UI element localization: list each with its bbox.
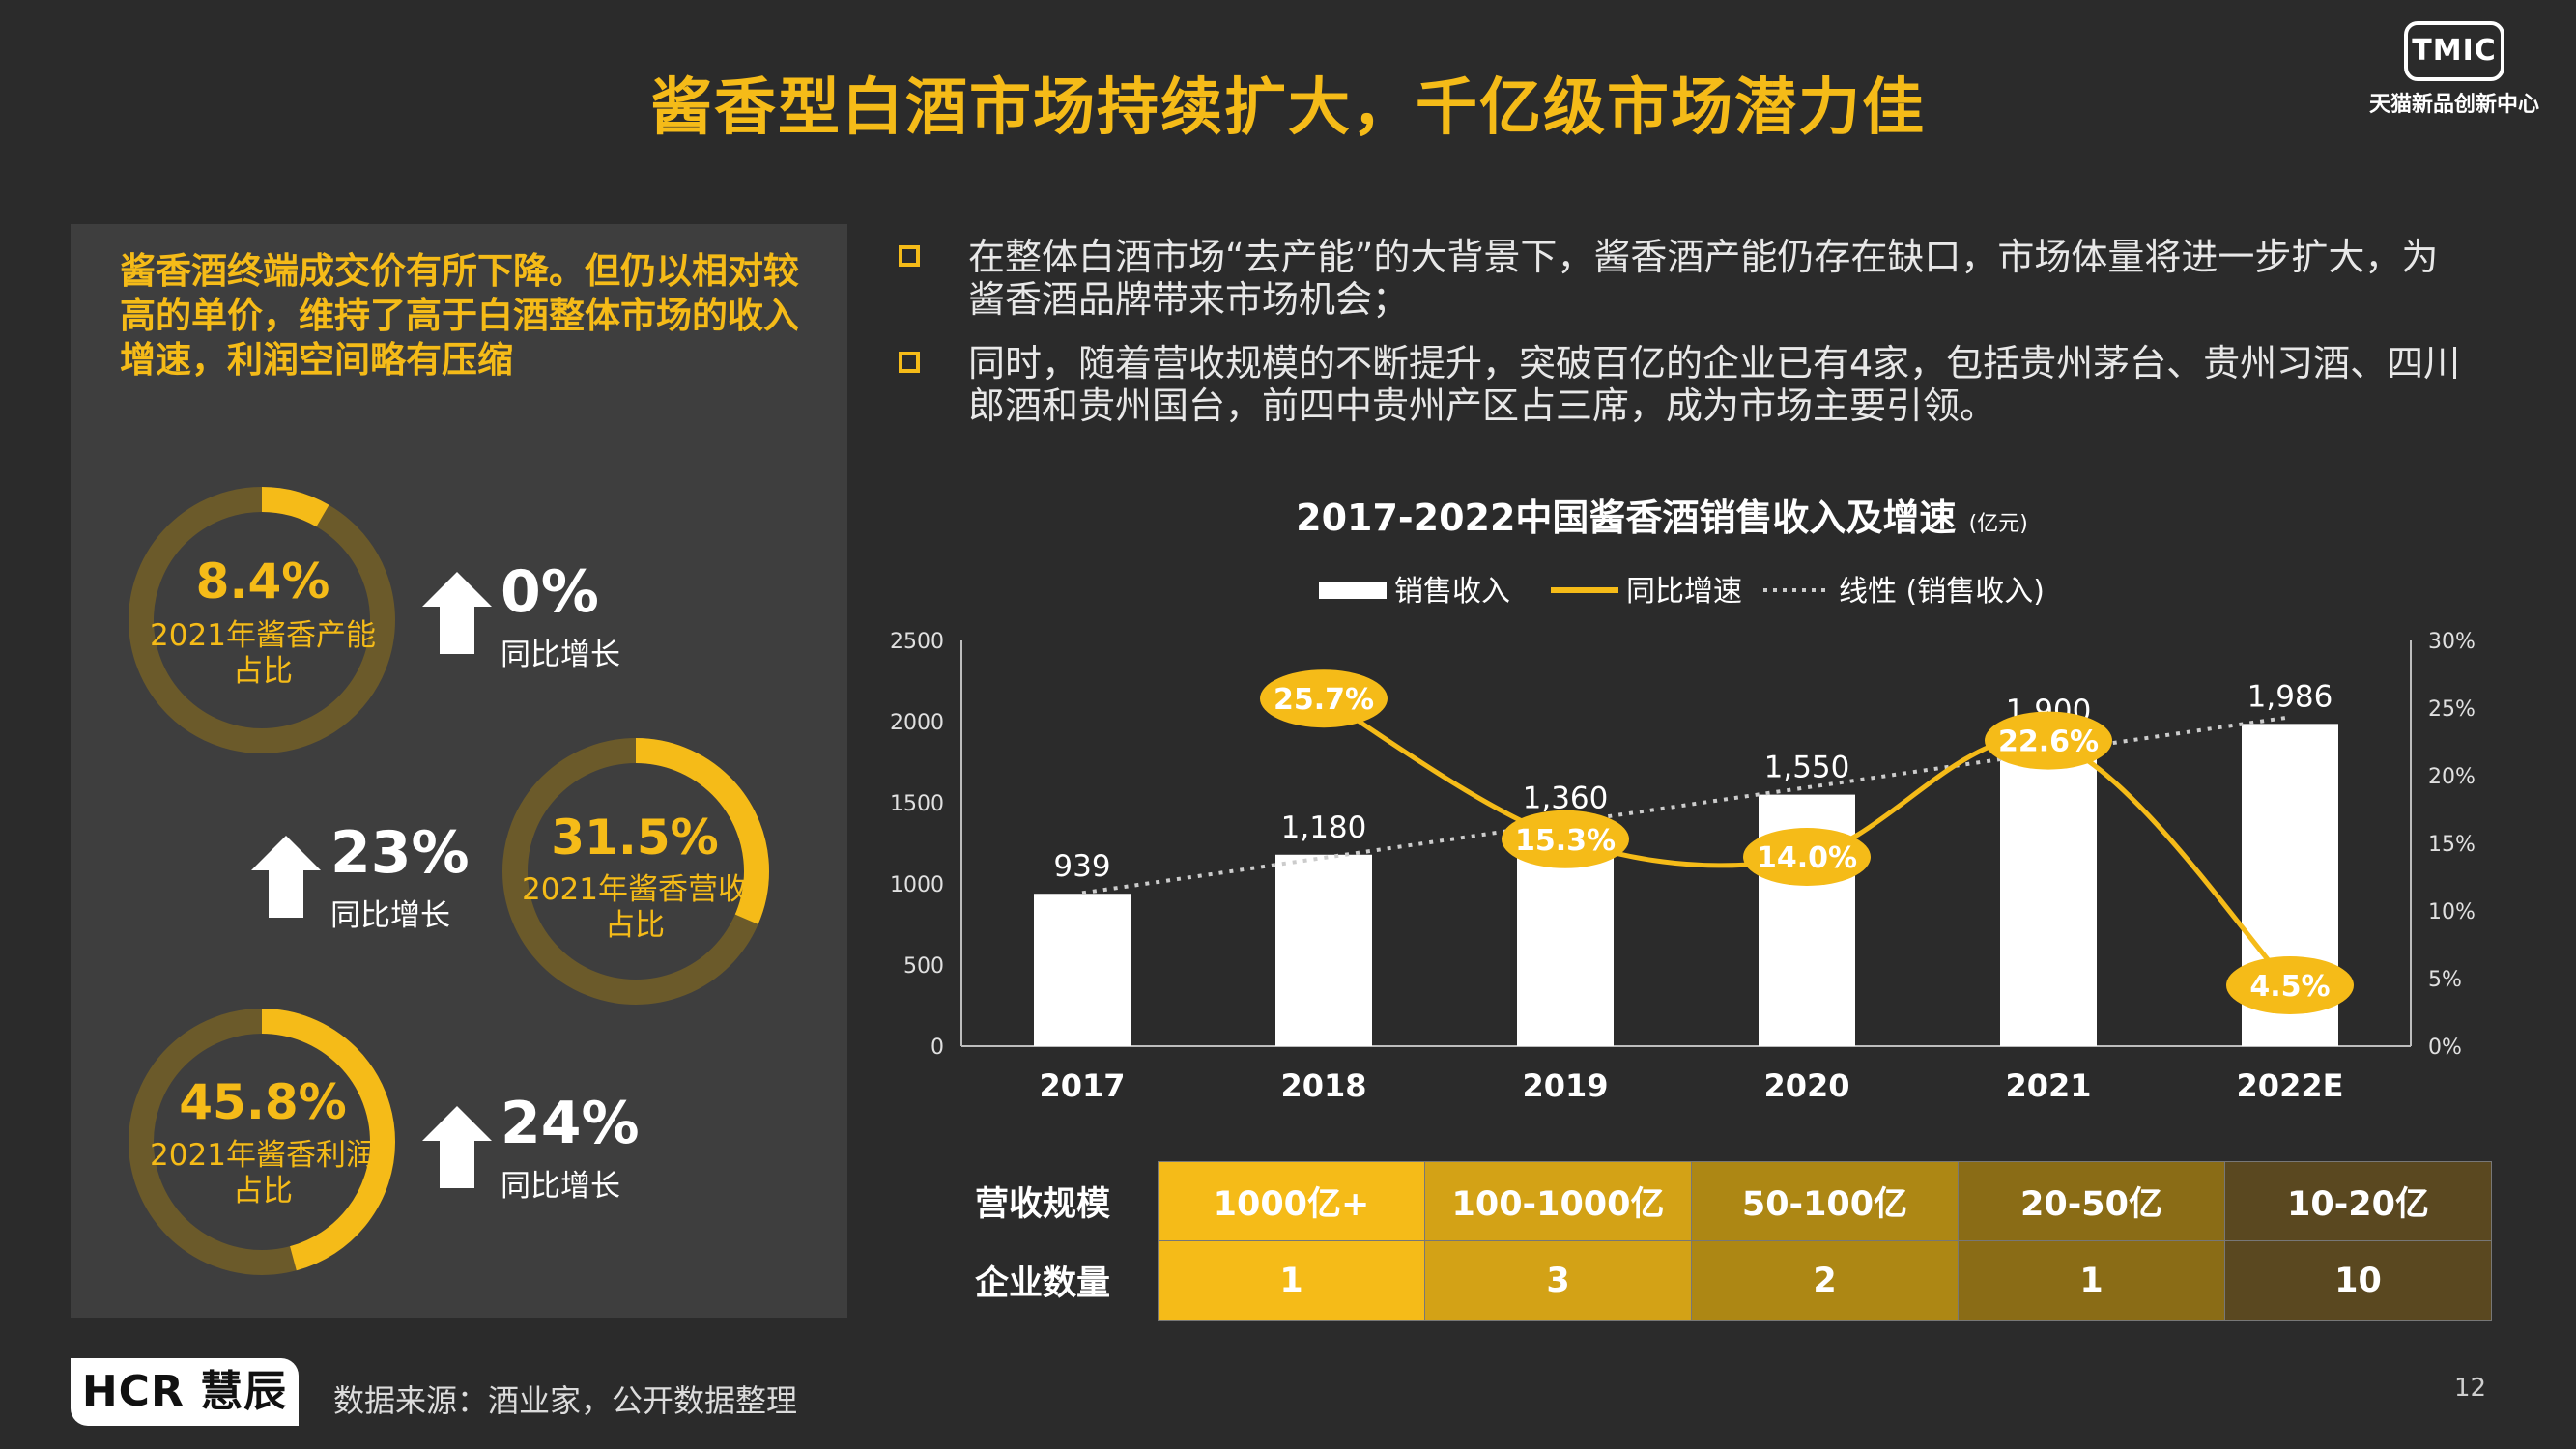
- page-number: 12: [2454, 1374, 2487, 1403]
- y-tick-left: 2500: [890, 630, 944, 654]
- ring-progress: [129, 487, 395, 753]
- y-tick-right: 10%: [2428, 900, 2476, 924]
- bullet-item: 在整体白酒市场“去产能”的大背景下，酱香酒产能仍存在缺口，市场体量将进一步扩大，…: [899, 236, 2464, 321]
- growth-value-label: 22.6%: [1998, 725, 2099, 759]
- y-tick-right: 0%: [2428, 1036, 2462, 1060]
- bar-value-label: 1,550: [1764, 751, 1850, 785]
- growth-value-label: 4.5%: [2249, 970, 2330, 1004]
- legend-label: 同比增速: [1626, 575, 1742, 609]
- y-tick-right: 20%: [2428, 765, 2476, 789]
- range-cell: 50-100亿: [1691, 1161, 1959, 1241]
- growth-point: [1743, 828, 1871, 886]
- y-tick-left: 1000: [890, 873, 944, 897]
- bar-value-label: 939: [1053, 849, 1110, 884]
- stat-label-profit-growth: 同比增长: [501, 1169, 620, 1204]
- bar: [1275, 854, 1372, 1046]
- ring-label-capacity: 2021年酱香产能占比: [150, 618, 376, 689]
- growth-point: [1502, 810, 1629, 868]
- hcr-logo: HCR 慧辰: [71, 1358, 299, 1426]
- ring-progress: [502, 738, 769, 1005]
- range-cell: 100-1000亿: [1424, 1161, 1692, 1241]
- stat-value-revenue-growth: 23%: [330, 819, 470, 887]
- growth-point: [2226, 956, 2354, 1014]
- chart-title-text: 2017-2022中国酱香酒销售收入及增速: [1296, 497, 1957, 539]
- page-title: 酱香型白酒市场持续扩大，千亿级市场潜力佳: [650, 72, 1926, 144]
- up-arrow-icon: [422, 572, 492, 654]
- tmic-logo-mark: TMIC: [2404, 21, 2504, 81]
- bar-value-label: 1,360: [1523, 781, 1609, 816]
- y-tick-right: 5%: [2428, 968, 2462, 992]
- left-panel-title: 酱香酒终端成交价有所下降。但仍以相对较高的单价，维持了高于白酒整体市场的收入增速…: [120, 250, 799, 381]
- trendline: [1081, 715, 2291, 895]
- ring-value-capacity: 8.4%: [195, 554, 330, 610]
- stat-value-capacity-growth: 0%: [501, 558, 599, 626]
- up-arrow-icon: [251, 836, 321, 918]
- growth-point: [1260, 669, 1388, 728]
- count-cell: 10: [2224, 1240, 2492, 1321]
- count-cell: 1: [1958, 1240, 2225, 1321]
- legend-label: 销售收入: [1394, 575, 1510, 609]
- x-tick-label: 2018: [1280, 1067, 1366, 1104]
- bullet-item: 同时，随着营收规模的不断提升，突破百亿的企业已有4家，包括贵州茅台、贵州习酒、四…: [899, 342, 2464, 427]
- ring-label-revenue: 2021年酱香营收占比: [522, 872, 748, 943]
- y-tick-left: 500: [903, 954, 944, 979]
- y-tick-right: 30%: [2428, 630, 2476, 654]
- count-cell: 2: [1691, 1240, 1959, 1321]
- count-cell: 3: [1424, 1240, 1692, 1321]
- y-tick-left: 0: [930, 1036, 944, 1060]
- range-cell: 1000亿+: [1158, 1161, 1425, 1241]
- bar: [2000, 737, 2097, 1046]
- growth-value-label: 14.0%: [1757, 841, 1857, 875]
- square-bullet-icon: [899, 352, 920, 373]
- growth-value-label: 25.7%: [1274, 683, 1374, 717]
- count-cell: 1: [1158, 1240, 1425, 1321]
- stat-value-profit-growth: 24%: [501, 1090, 640, 1157]
- tmic-logo-subtitle: 天猫新品创新中心: [2368, 93, 2539, 117]
- chart-title: 2017-2022中国酱香酒销售收入及增速 (亿元): [870, 488, 2454, 541]
- row-label-ranges: 营收规模: [974, 1185, 1110, 1224]
- up-arrow-icon: [422, 1106, 492, 1188]
- data-source: 数据来源：酒业家，公开数据整理: [333, 1382, 798, 1419]
- scale-table: 营收规模 1000亿+ 100-1000亿 50-100亿 20-50亿 10-…: [928, 1161, 2492, 1321]
- x-tick-label: 2022E: [2237, 1067, 2344, 1104]
- x-tick-label: 2020: [1763, 1067, 1849, 1104]
- y-tick-right: 15%: [2428, 833, 2476, 857]
- y-tick-left: 1500: [890, 792, 944, 816]
- range-cell: 10-20亿: [2224, 1161, 2492, 1241]
- ring-value-profit: 45.8%: [179, 1074, 347, 1130]
- stat-label-revenue-growth: 同比增长: [330, 898, 450, 933]
- legend-swatch-bar: [1319, 582, 1387, 599]
- ring-gauges: [129, 487, 769, 1275]
- sales-chart: 销售收入 同比增速 线性 (销售收入) 0 500 1000 1500 2000 2500 0%…: [890, 575, 2476, 1104]
- x-tick-label: 2019: [1522, 1067, 1608, 1104]
- legend-label: 线性 (销售收入): [1839, 575, 2045, 609]
- x-tick-label: 2021: [2005, 1067, 2091, 1104]
- bar-value-label: 1,180: [1281, 810, 1367, 845]
- bar: [1034, 894, 1131, 1046]
- growth-point: [1985, 711, 2112, 770]
- ring-value-revenue: 31.5%: [551, 810, 719, 866]
- x-tick-label: 2017: [1039, 1067, 1125, 1104]
- row-label-counts: 企业数量: [974, 1264, 1110, 1303]
- y-tick-left: 2000: [890, 711, 944, 735]
- ring-label-profit: 2021年酱香利润占比: [150, 1138, 376, 1208]
- table-row-ranges: 营收规模 1000亿+ 100-1000亿 50-100亿 20-50亿 10-…: [928, 1161, 2492, 1241]
- ring-progress: [129, 1009, 395, 1275]
- range-cell: 20-50亿: [1958, 1161, 2225, 1241]
- square-bullet-icon: [899, 245, 920, 267]
- table-row-counts: 企业数量 1 3 2 1 10: [928, 1240, 2492, 1321]
- tmic-logo: TMIC 天猫新品创新中心: [2358, 21, 2551, 118]
- y-tick-right: 25%: [2428, 697, 2476, 722]
- chart-unit: (亿元): [1968, 512, 2028, 536]
- growth-value-label: 15.3%: [1515, 824, 1616, 858]
- bullet-text: 在整体白酒市场“去产能”的大背景下，酱香酒产能仍存在缺口，市场体量将进一步扩大，…: [968, 236, 2439, 321]
- stat-label-capacity-growth: 同比增长: [501, 638, 620, 672]
- bar-value-label: 1,986: [2247, 679, 2333, 714]
- bullet-text: 同时，随着营收规模的不断提升，突破百亿的企业已有4家，包括贵州茅台、贵州习酒、四…: [968, 342, 2461, 427]
